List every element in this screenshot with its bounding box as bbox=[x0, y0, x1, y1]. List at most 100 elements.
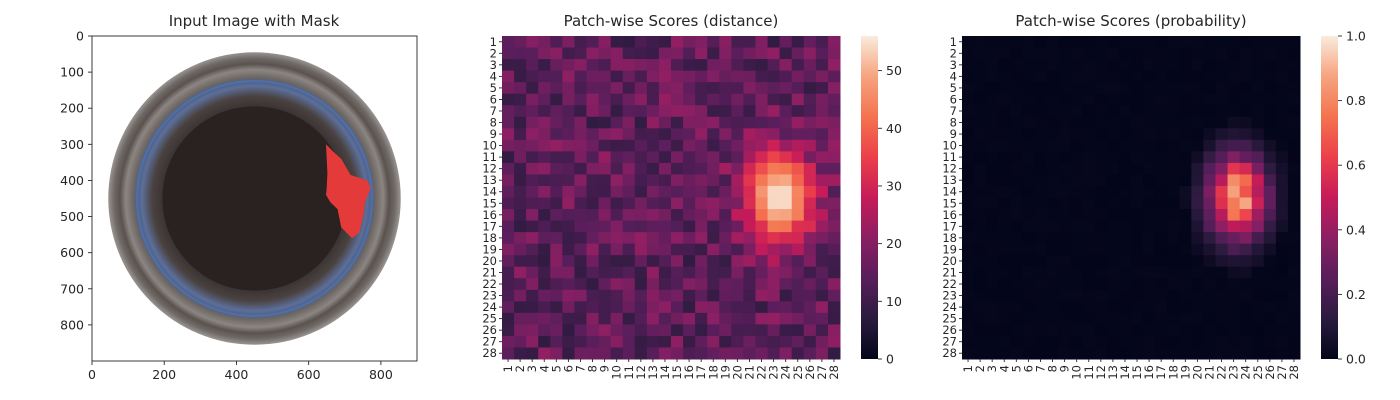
heatmap-cell bbox=[1070, 151, 1084, 164]
heatmap-cell bbox=[1227, 36, 1241, 49]
heatmap-cell bbox=[1143, 128, 1156, 141]
heatmap-cell bbox=[1022, 93, 1035, 106]
heatmap-cell bbox=[1118, 197, 1132, 210]
heatmap-cell bbox=[1287, 324, 1301, 337]
heatmap-cell bbox=[1179, 243, 1192, 256]
x-tick-label: 0 bbox=[88, 367, 96, 382]
heatmap-cell bbox=[962, 151, 975, 164]
heatmap-cell bbox=[998, 312, 1011, 325]
heatmap-cell bbox=[1046, 116, 1060, 129]
heatmap-cell bbox=[815, 232, 829, 245]
heatmap-cell bbox=[1106, 93, 1120, 106]
heatmap-cell bbox=[695, 93, 708, 106]
heatmap-cell bbox=[743, 185, 756, 198]
heatmap-cell bbox=[1155, 105, 1168, 118]
heatmap-cell bbox=[1010, 289, 1023, 302]
heatmap-cell bbox=[1094, 70, 1108, 83]
heatmap-cell bbox=[526, 105, 539, 118]
heatmap-cell bbox=[1227, 197, 1241, 210]
heatmap-cell bbox=[1263, 47, 1277, 60]
heatmap-cell bbox=[562, 255, 575, 268]
heatmap-cell bbox=[719, 335, 732, 348]
heatmap-cell bbox=[671, 347, 684, 360]
heatmap-cell bbox=[1239, 312, 1253, 325]
heatmap-cell bbox=[1143, 36, 1156, 49]
heatmap-cell bbox=[574, 243, 587, 256]
heatmap-cell bbox=[1046, 209, 1060, 222]
heatmap-cell bbox=[1131, 209, 1144, 222]
heatmap-cell bbox=[514, 255, 527, 268]
heatmap-cell bbox=[986, 209, 999, 222]
heatmap-cell bbox=[998, 185, 1011, 198]
heatmap-cell bbox=[827, 174, 841, 187]
heatmap-cell bbox=[1118, 266, 1132, 279]
heatmap-cell bbox=[695, 47, 708, 60]
heatmap-cell bbox=[1143, 185, 1156, 198]
heatmap-cell bbox=[707, 174, 720, 187]
row-label: 7 bbox=[490, 104, 497, 118]
heatmap-cell bbox=[1131, 82, 1144, 95]
heatmap-cell bbox=[1118, 289, 1132, 302]
heatmap-cell bbox=[634, 347, 648, 360]
heatmap-cell bbox=[586, 243, 600, 256]
heatmap-cell bbox=[634, 59, 648, 72]
colorbar-tick-label: 50 bbox=[886, 63, 902, 78]
heatmap-cell bbox=[1251, 185, 1265, 198]
heatmap-cell bbox=[658, 232, 672, 245]
heatmap-cell bbox=[1082, 105, 1096, 118]
heatmap-cell bbox=[695, 174, 708, 187]
heatmap-cell bbox=[574, 278, 587, 291]
heatmap-cell bbox=[1155, 347, 1168, 360]
heatmap-cell bbox=[986, 266, 999, 279]
heatmap-cell bbox=[610, 266, 624, 279]
heatmap-cell bbox=[827, 312, 841, 325]
row-label: 2 bbox=[950, 46, 957, 60]
heatmap-cell bbox=[538, 70, 551, 83]
heatmap-cell bbox=[1118, 347, 1132, 360]
probability-heatmap-panel: Patch-wise Scores (probability) 12345678… bbox=[942, 12, 1366, 380]
heatmap-cell bbox=[1070, 278, 1084, 291]
heatmap-cell bbox=[755, 128, 769, 141]
heatmap-cell bbox=[755, 347, 769, 360]
heatmap-cell bbox=[1082, 232, 1096, 245]
heatmap-cell bbox=[634, 301, 648, 314]
colorbar-tick-label: 10 bbox=[886, 294, 902, 309]
heatmap-cell bbox=[827, 301, 841, 314]
heatmap-cell bbox=[622, 243, 636, 256]
heatmap-cell bbox=[986, 47, 999, 60]
heatmap-cell bbox=[574, 185, 587, 198]
row-label: 12 bbox=[942, 162, 957, 176]
heatmap-cell bbox=[1191, 70, 1204, 83]
heatmap-cell bbox=[1287, 278, 1301, 291]
heatmap-cell bbox=[695, 347, 708, 360]
heatmap-cell bbox=[719, 139, 732, 152]
heatmap-cell bbox=[1155, 289, 1168, 302]
heatmap-cell bbox=[803, 335, 817, 348]
heatmap-cell bbox=[719, 197, 732, 210]
heatmap-cell bbox=[1275, 93, 1289, 106]
heatmap-cell bbox=[1022, 105, 1035, 118]
heatmap-cell bbox=[1010, 116, 1023, 129]
heatmap-cell bbox=[538, 209, 551, 222]
heatmap-cell bbox=[1106, 185, 1120, 198]
heatmap-cell bbox=[803, 82, 817, 95]
heatmap-cell bbox=[1082, 289, 1096, 302]
heatmap-cell bbox=[1058, 174, 1072, 187]
heatmap-cell bbox=[986, 59, 999, 72]
heatmap-cell bbox=[671, 185, 684, 198]
heatmap-cell bbox=[1215, 70, 1229, 83]
heatmap-cell bbox=[1143, 312, 1156, 325]
heatmap-cell bbox=[755, 312, 769, 325]
heatmap-cell bbox=[1143, 324, 1156, 337]
heatmap-cell bbox=[1022, 266, 1035, 279]
heatmap-cell bbox=[1251, 209, 1265, 222]
heatmap-cell bbox=[827, 162, 841, 175]
heatmap-cell bbox=[550, 335, 563, 348]
heatmap-cell bbox=[974, 185, 987, 198]
heatmap-cell bbox=[1239, 220, 1253, 233]
col-label: 28 bbox=[827, 365, 841, 380]
heatmap-cell bbox=[1263, 312, 1277, 325]
heatmap-cell bbox=[791, 255, 805, 268]
heatmap-cell bbox=[598, 70, 612, 83]
col-label: 10 bbox=[1070, 365, 1084, 380]
